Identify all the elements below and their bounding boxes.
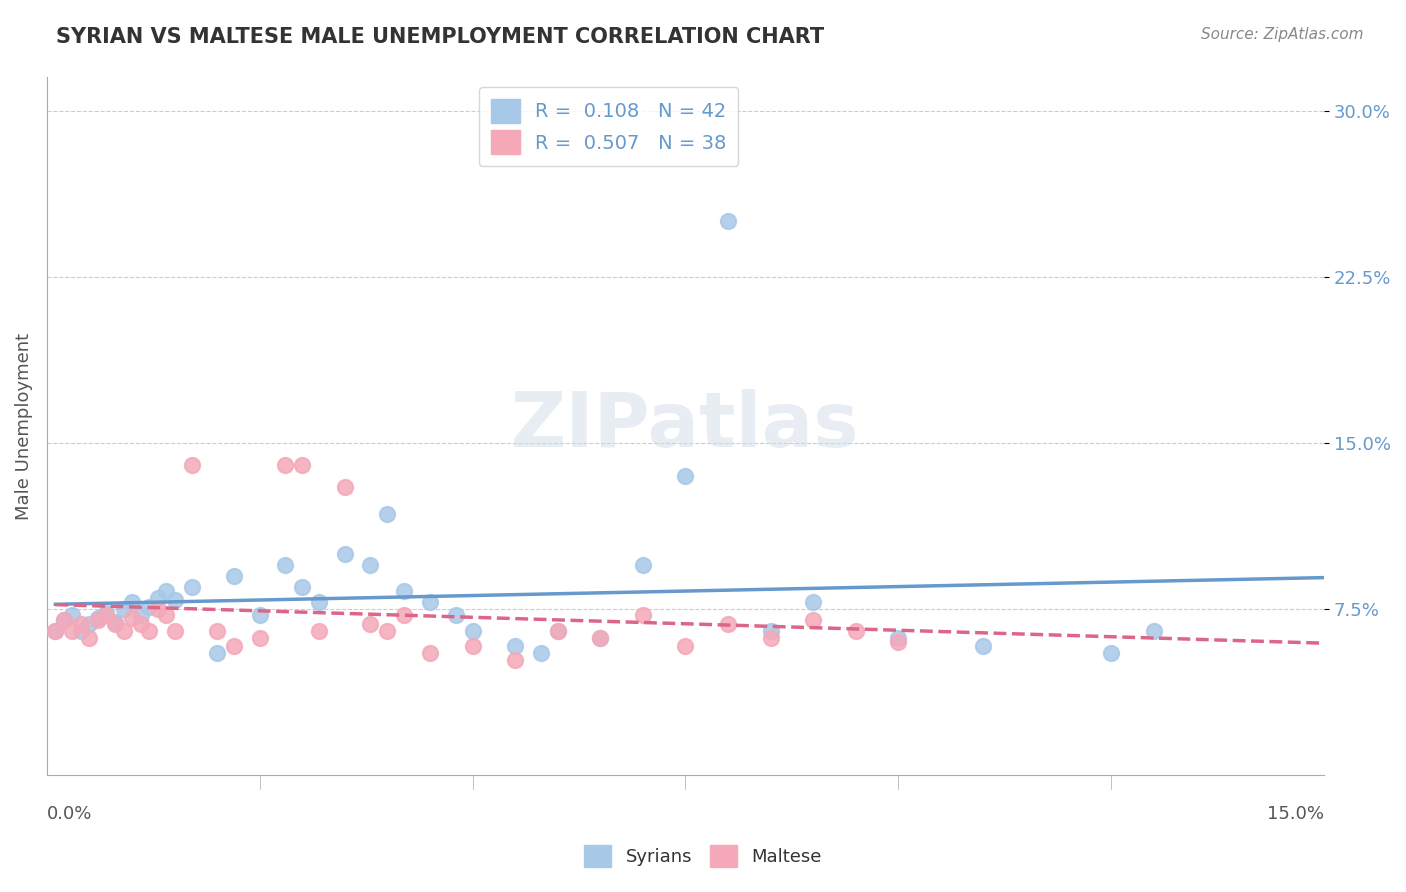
Point bbox=[589, 631, 612, 645]
Point bbox=[589, 631, 612, 645]
Point bbox=[673, 640, 696, 654]
Point bbox=[394, 608, 416, 623]
Point bbox=[52, 613, 75, 627]
Point bbox=[205, 646, 228, 660]
Point bbox=[44, 624, 66, 638]
Point bbox=[759, 631, 782, 645]
Point bbox=[224, 640, 246, 654]
Point bbox=[333, 480, 356, 494]
Point bbox=[62, 624, 84, 638]
Point bbox=[121, 595, 143, 609]
Point bbox=[333, 547, 356, 561]
Point bbox=[155, 584, 177, 599]
Point bbox=[52, 613, 75, 627]
Point bbox=[717, 617, 740, 632]
Point bbox=[138, 624, 160, 638]
Point bbox=[274, 458, 297, 472]
Point bbox=[503, 640, 526, 654]
Point bbox=[180, 580, 202, 594]
Point bbox=[887, 635, 910, 649]
Point bbox=[44, 624, 66, 638]
Point bbox=[308, 624, 330, 638]
Point bbox=[155, 608, 177, 623]
Point bbox=[631, 608, 654, 623]
Point bbox=[631, 558, 654, 572]
Y-axis label: Male Unemployment: Male Unemployment bbox=[15, 333, 32, 520]
Point bbox=[308, 595, 330, 609]
Point bbox=[359, 558, 381, 572]
Point bbox=[530, 646, 553, 660]
Point bbox=[96, 607, 118, 621]
Point bbox=[62, 608, 84, 623]
Point bbox=[673, 469, 696, 483]
Point bbox=[121, 611, 143, 625]
Point bbox=[112, 602, 135, 616]
Text: 15.0%: 15.0% bbox=[1267, 805, 1324, 823]
Point bbox=[377, 624, 399, 638]
Text: Source: ZipAtlas.com: Source: ZipAtlas.com bbox=[1201, 27, 1364, 42]
Point bbox=[87, 613, 110, 627]
Point bbox=[801, 613, 824, 627]
Point bbox=[717, 214, 740, 228]
Point bbox=[291, 580, 314, 594]
Point bbox=[461, 640, 484, 654]
Point bbox=[419, 646, 441, 660]
Point bbox=[1143, 624, 1166, 638]
Point bbox=[96, 608, 118, 623]
Point bbox=[845, 624, 868, 638]
Point bbox=[104, 615, 127, 629]
Text: 0.0%: 0.0% bbox=[46, 805, 93, 823]
Point bbox=[87, 611, 110, 625]
Point bbox=[104, 617, 127, 632]
Point bbox=[274, 558, 297, 572]
Text: SYRIAN VS MALTESE MALE UNEMPLOYMENT CORRELATION CHART: SYRIAN VS MALTESE MALE UNEMPLOYMENT CORR… bbox=[56, 27, 824, 46]
Point bbox=[163, 624, 186, 638]
Point bbox=[419, 595, 441, 609]
Point bbox=[79, 617, 101, 632]
Point bbox=[394, 584, 416, 599]
Legend: Syrians, Maltese: Syrians, Maltese bbox=[576, 838, 830, 874]
Point bbox=[205, 624, 228, 638]
Point bbox=[146, 591, 169, 605]
Point bbox=[129, 617, 152, 632]
Point bbox=[224, 568, 246, 582]
Point bbox=[359, 617, 381, 632]
Point bbox=[444, 608, 467, 623]
Text: ZIPatlas: ZIPatlas bbox=[512, 389, 859, 463]
Point bbox=[129, 608, 152, 623]
Point bbox=[146, 602, 169, 616]
Point bbox=[291, 458, 314, 472]
Legend: R =  0.108   N = 42, R =  0.507   N = 38: R = 0.108 N = 42, R = 0.507 N = 38 bbox=[479, 87, 738, 166]
Point bbox=[377, 507, 399, 521]
Point bbox=[1099, 646, 1122, 660]
Point bbox=[249, 608, 271, 623]
Point bbox=[79, 631, 101, 645]
Point bbox=[547, 624, 569, 638]
Point bbox=[70, 617, 93, 632]
Point bbox=[503, 653, 526, 667]
Point bbox=[180, 458, 202, 472]
Point bbox=[112, 624, 135, 638]
Point bbox=[461, 624, 484, 638]
Point bbox=[163, 593, 186, 607]
Point bbox=[801, 595, 824, 609]
Point bbox=[887, 631, 910, 645]
Point bbox=[972, 640, 994, 654]
Point bbox=[70, 624, 93, 638]
Point bbox=[138, 599, 160, 614]
Point bbox=[249, 631, 271, 645]
Point bbox=[547, 624, 569, 638]
Point bbox=[759, 624, 782, 638]
